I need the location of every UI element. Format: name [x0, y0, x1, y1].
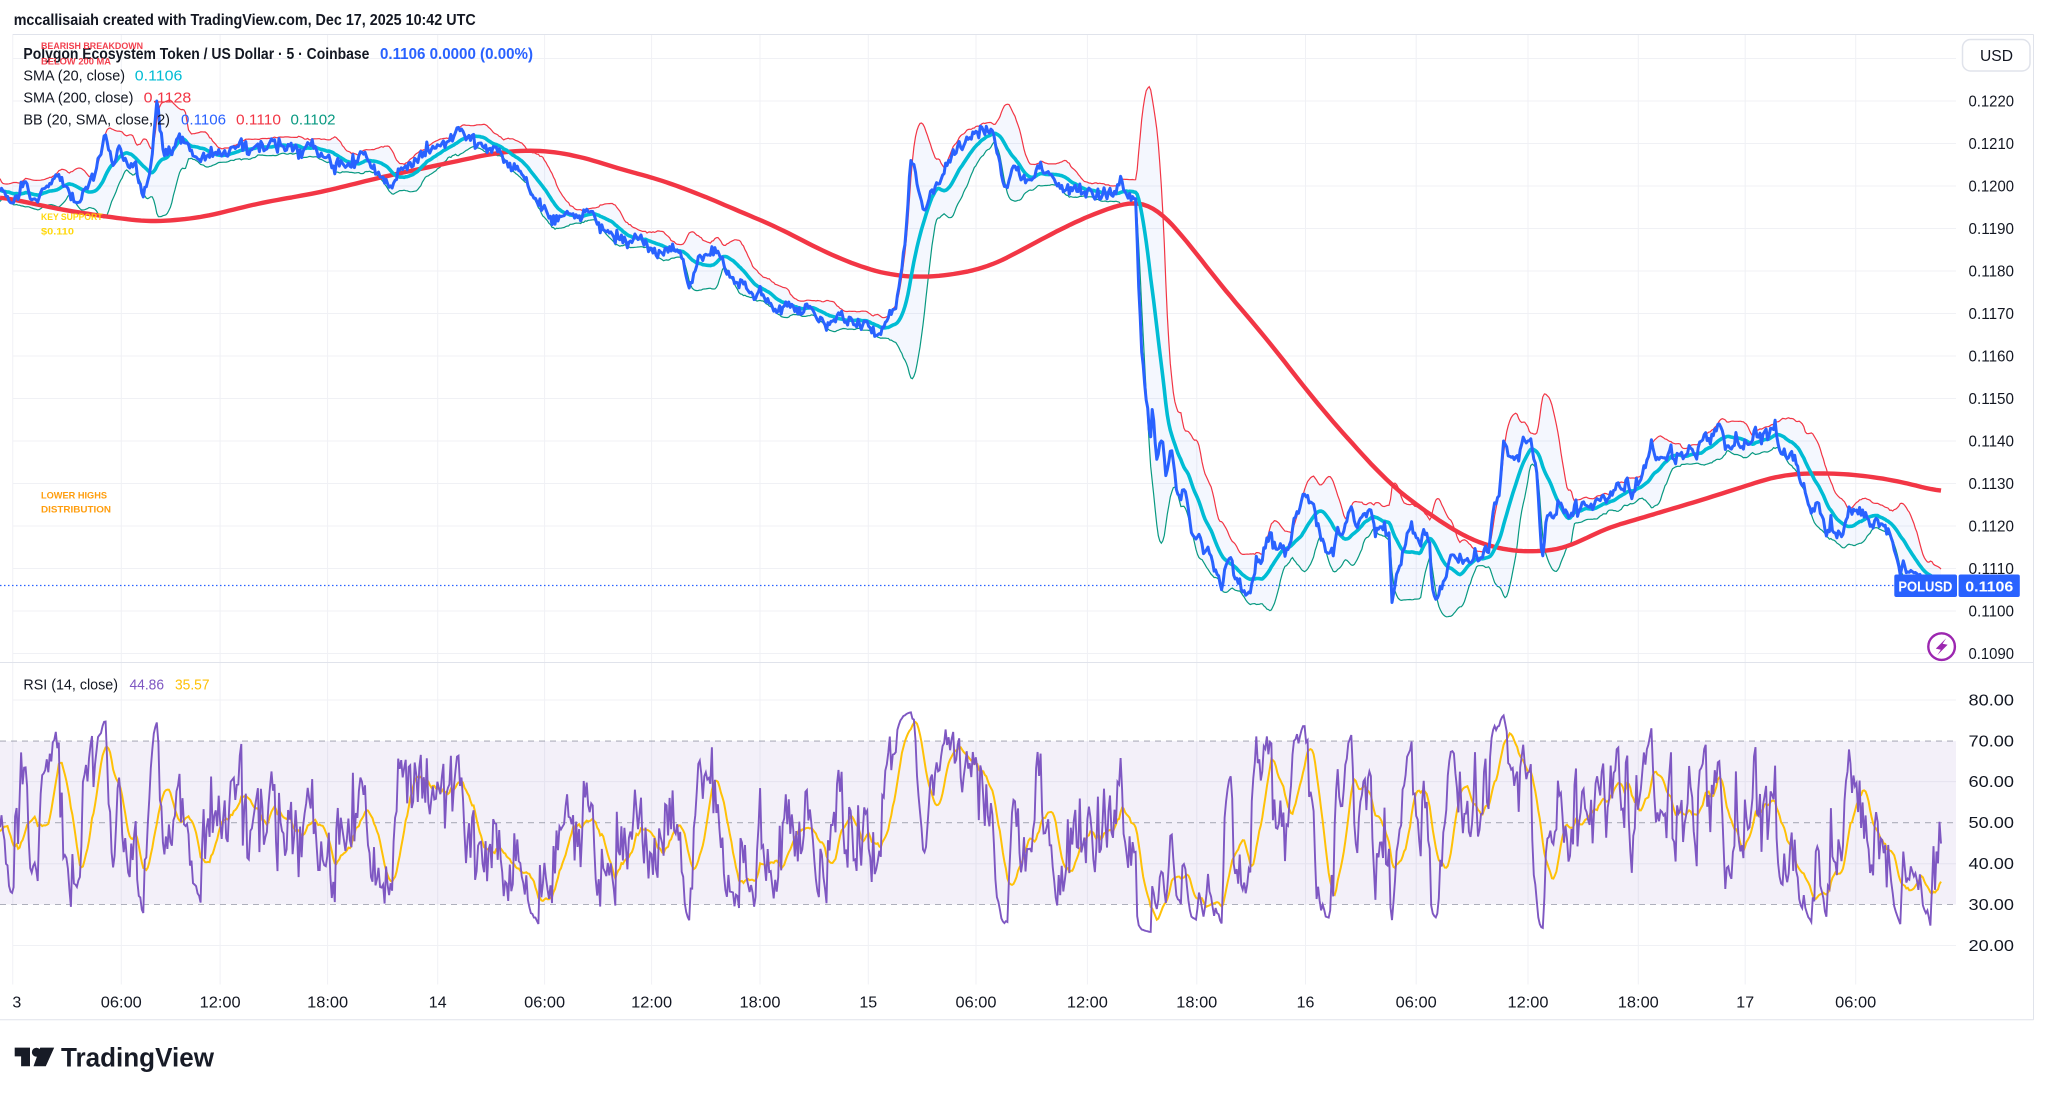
svg-text:12:00: 12:00: [200, 995, 241, 1012]
svg-text:0.1106: 0.1106: [135, 68, 183, 85]
svg-text:$0.110: $0.110: [41, 227, 74, 238]
svg-text:06:00: 06:00: [101, 995, 142, 1012]
svg-text:0.1110: 0.1110: [236, 112, 281, 129]
svg-text:SMA (200, close): SMA (200, close): [23, 90, 133, 107]
svg-text:0.1210: 0.1210: [1969, 136, 2015, 153]
svg-text:0.1190: 0.1190: [1969, 221, 2015, 238]
svg-text:12:00: 12:00: [1067, 995, 1108, 1012]
svg-text:06:00: 06:00: [1396, 995, 1437, 1012]
svg-text:BB (20, SMA, close, 2): BB (20, SMA, close, 2): [23, 112, 170, 129]
svg-text:18:00: 18:00: [1176, 995, 1217, 1012]
svg-text:BELOW 200 MA: BELOW 200 MA: [41, 57, 111, 68]
svg-text:06:00: 06:00: [524, 995, 565, 1012]
svg-text:SMA (20, close): SMA (20, close): [23, 68, 125, 85]
svg-text:0.1170: 0.1170: [1969, 306, 2015, 323]
svg-text:0.1100: 0.1100: [1969, 604, 2015, 621]
svg-text:0.1106: 0.1106: [1965, 579, 2013, 596]
svg-text:RSI (14, close): RSI (14, close): [23, 677, 118, 694]
svg-text:0.1106: 0.1106: [181, 112, 226, 129]
svg-text:06:00: 06:00: [1835, 995, 1876, 1012]
svg-text:USD: USD: [1980, 48, 2013, 65]
svg-text:BEARISH BREAKDOWN: BEARISH BREAKDOWN: [41, 41, 143, 52]
svg-text:14: 14: [429, 995, 447, 1012]
svg-text:12:00: 12:00: [1508, 995, 1549, 1012]
svg-text:18:00: 18:00: [740, 995, 781, 1012]
svg-text:50.00: 50.00: [1969, 815, 2015, 832]
svg-text:LOWER HIGHS: LOWER HIGHS: [41, 491, 107, 502]
svg-text:TradingView: TradingView: [61, 1042, 214, 1072]
svg-text:mccallisaiah created with Trad: mccallisaiah created with TradingView.co…: [14, 12, 476, 29]
svg-text:60.00: 60.00: [1969, 774, 2015, 791]
svg-text:0.1200: 0.1200: [1969, 179, 2015, 196]
svg-text:20.00: 20.00: [1969, 938, 2015, 955]
svg-text:17: 17: [1736, 995, 1754, 1012]
svg-text:0.1102: 0.1102: [291, 112, 336, 129]
svg-text:POLUSD: POLUSD: [1898, 579, 1952, 596]
svg-text:0.1130: 0.1130: [1969, 476, 2015, 493]
svg-text:30.00: 30.00: [1969, 897, 2015, 914]
svg-text:3: 3: [12, 995, 21, 1012]
svg-text:0.1140: 0.1140: [1969, 434, 2015, 451]
svg-text:44.86: 44.86: [130, 677, 165, 694]
svg-text:18:00: 18:00: [307, 995, 348, 1012]
svg-text:12:00: 12:00: [631, 995, 672, 1012]
svg-text:16: 16: [1297, 995, 1315, 1012]
svg-text:35.57: 35.57: [175, 677, 210, 694]
svg-text:DISTRIBUTION: DISTRIBUTION: [41, 505, 111, 516]
svg-text:0.1106 0.0000 (0.00%): 0.1106 0.0000 (0.00%): [380, 46, 533, 63]
svg-text:70.00: 70.00: [1969, 733, 2015, 750]
svg-text:0.1150: 0.1150: [1969, 391, 2015, 408]
svg-text:18:00: 18:00: [1618, 995, 1659, 1012]
svg-text:0.1110: 0.1110: [1969, 561, 2015, 578]
svg-text:80.00: 80.00: [1969, 693, 2015, 710]
svg-text:0.1180: 0.1180: [1969, 264, 2015, 281]
svg-text:40.00: 40.00: [1969, 856, 2015, 873]
svg-text:15: 15: [859, 995, 877, 1012]
svg-text:0.1160: 0.1160: [1969, 349, 2015, 366]
svg-text:Polygon Ecosystem Token / US D: Polygon Ecosystem Token / US Dollar · 5 …: [23, 46, 369, 63]
svg-text:06:00: 06:00: [956, 995, 997, 1012]
svg-text:0.1128: 0.1128: [144, 90, 192, 107]
svg-text:0.1090: 0.1090: [1969, 646, 2015, 663]
svg-text:KEY SUPPORT: KEY SUPPORT: [41, 212, 103, 223]
svg-text:0.1120: 0.1120: [1969, 519, 2015, 536]
svg-text:0.1220: 0.1220: [1969, 94, 2015, 111]
